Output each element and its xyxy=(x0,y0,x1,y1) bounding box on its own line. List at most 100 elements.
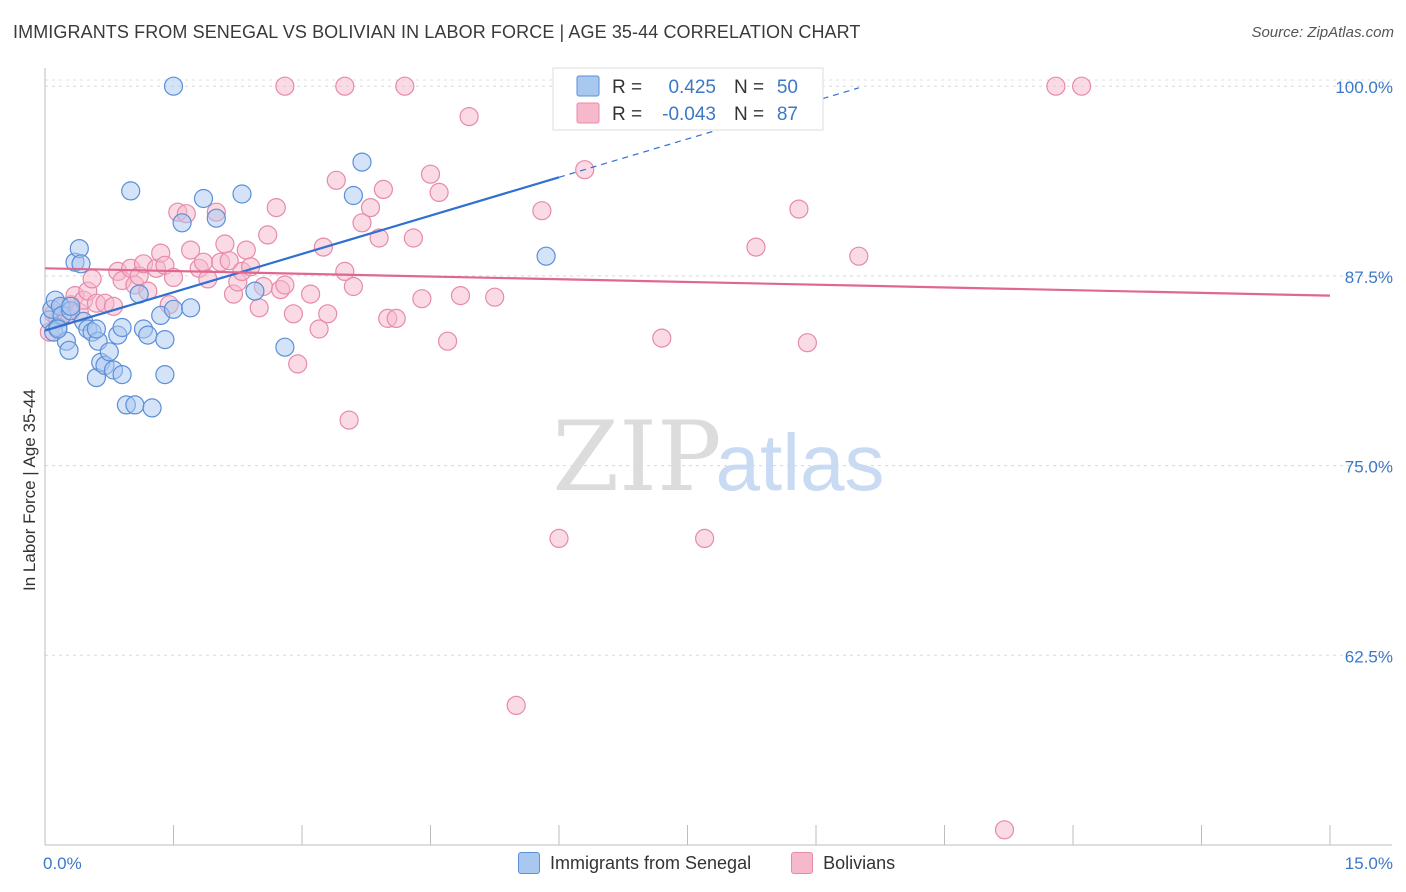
stats-n-value: 50 xyxy=(777,77,798,98)
point-bolivian xyxy=(369,228,389,248)
point-senegal xyxy=(155,365,175,385)
stats-legend: R = 0.425 N = 50 R = -0.043 N = 87 xyxy=(552,67,824,131)
point-senegal xyxy=(155,330,175,350)
point-bolivian xyxy=(797,333,818,353)
y-axis-label-wrap: In Labor Force | Age 35-44 xyxy=(18,300,42,680)
stats-n-label: N = xyxy=(734,104,764,125)
point-senegal xyxy=(86,319,107,339)
point-bolivian xyxy=(746,237,766,257)
point-bolivian xyxy=(373,179,393,199)
point-senegal xyxy=(112,365,132,385)
point-bolivian xyxy=(249,298,269,318)
y-tick-label: 75.0% xyxy=(1345,458,1393,477)
stats-r-value: -0.043 xyxy=(662,104,716,125)
legend: Immigrants from Senegal Bolivians xyxy=(518,852,935,874)
trendline-senegal-extension xyxy=(558,87,860,178)
point-bolivian xyxy=(219,251,239,271)
legend-swatch-senegal xyxy=(518,852,540,874)
point-senegal xyxy=(352,152,372,172)
point-senegal xyxy=(181,298,201,318)
point-bolivian xyxy=(1071,76,1092,96)
source-credit: Source: ZipAtlas.com xyxy=(1251,24,1394,41)
y-tick-label: 100.0% xyxy=(1335,78,1393,97)
trendlines xyxy=(44,87,1331,332)
point-bolivian xyxy=(275,76,295,96)
point-bolivian xyxy=(193,252,214,272)
point-bolivian xyxy=(429,182,449,202)
point-senegal xyxy=(121,181,141,201)
x-tick-label: 15.0% xyxy=(1345,854,1393,873)
point-bolivian xyxy=(343,276,363,297)
stats-r-label: R = xyxy=(612,77,642,98)
y-tick-label: 87.5% xyxy=(1345,268,1393,287)
stats-r-value: 0.425 xyxy=(668,77,716,98)
y-tick-label: 62.5% xyxy=(1345,647,1393,666)
axes xyxy=(44,68,1392,846)
point-senegal xyxy=(142,398,162,418)
watermark-zip: ZIP xyxy=(552,401,721,513)
point-bolivian xyxy=(318,304,338,324)
stats-n-value: 87 xyxy=(777,104,798,125)
trendline-bolivian xyxy=(44,267,1331,297)
point-bolivian xyxy=(258,225,278,245)
point-senegal xyxy=(163,76,184,96)
point-bolivian xyxy=(215,234,235,254)
point-senegal xyxy=(61,296,81,316)
point-senegal xyxy=(99,342,119,362)
y-axis-label: In Labor Force | Age 35-44 xyxy=(20,389,39,591)
point-bolivian xyxy=(485,287,505,307)
point-bolivian xyxy=(339,410,359,430)
point-bolivian xyxy=(335,76,355,96)
point-bolivian xyxy=(849,246,869,266)
point-bolivian xyxy=(652,328,672,348)
point-senegal xyxy=(275,337,295,357)
point-bolivian xyxy=(301,284,321,304)
point-senegal xyxy=(163,299,184,319)
stats-swatch-senegal xyxy=(576,75,600,97)
stats-r-label: R = xyxy=(612,104,642,125)
point-bolivian xyxy=(326,170,346,190)
point-bolivian xyxy=(994,820,1015,840)
point-bolivian xyxy=(283,304,303,324)
point-bolivian xyxy=(386,308,406,328)
point-bolivian xyxy=(352,213,372,233)
legend-label-senegal: Immigrants from Senegal xyxy=(550,852,752,873)
point-senegal xyxy=(536,246,556,266)
point-senegal xyxy=(138,325,158,345)
legend-item-bolivians[interactable]: Bolivians xyxy=(791,852,895,874)
point-senegal xyxy=(232,184,252,204)
stats-swatch-bolivian xyxy=(576,102,600,124)
point-senegal xyxy=(59,340,79,360)
watermark: ZIP atlas xyxy=(552,401,884,513)
point-bolivian xyxy=(403,228,423,248)
point-bolivian xyxy=(412,289,432,309)
point-bolivian xyxy=(395,76,415,96)
point-senegal xyxy=(172,213,192,233)
point-senegal xyxy=(125,395,145,415)
point-bolivian xyxy=(1046,76,1066,96)
point-senegal xyxy=(112,317,132,338)
point-bolivian xyxy=(181,240,201,260)
chart-title: IMMIGRANTS FROM SENEGAL VS BOLIVIAN IN L… xyxy=(13,22,861,42)
point-bolivian xyxy=(789,199,809,219)
point-bolivian xyxy=(532,201,552,221)
point-bolivian xyxy=(506,695,526,716)
tick-labels: 62.5% 75.0% 87.5% 100.0% 0.0% 15.0% xyxy=(43,78,1393,873)
point-senegal xyxy=(245,281,265,301)
point-bolivian xyxy=(309,319,329,339)
point-bolivian xyxy=(275,275,295,295)
point-bolivian xyxy=(82,269,102,289)
point-bolivian xyxy=(163,267,184,287)
point-senegal xyxy=(206,208,226,228)
point-bolivian xyxy=(459,106,479,127)
point-senegal xyxy=(193,188,214,209)
point-bolivian xyxy=(288,354,308,374)
point-bolivian xyxy=(438,331,458,351)
point-bolivian xyxy=(420,164,441,184)
legend-item-senegal[interactable]: Immigrants from Senegal xyxy=(518,852,751,874)
point-bolivian xyxy=(549,528,569,549)
legend-swatch-bolivians xyxy=(791,852,814,874)
x-tick-label: 0.0% xyxy=(43,854,82,873)
grid xyxy=(45,79,1392,656)
